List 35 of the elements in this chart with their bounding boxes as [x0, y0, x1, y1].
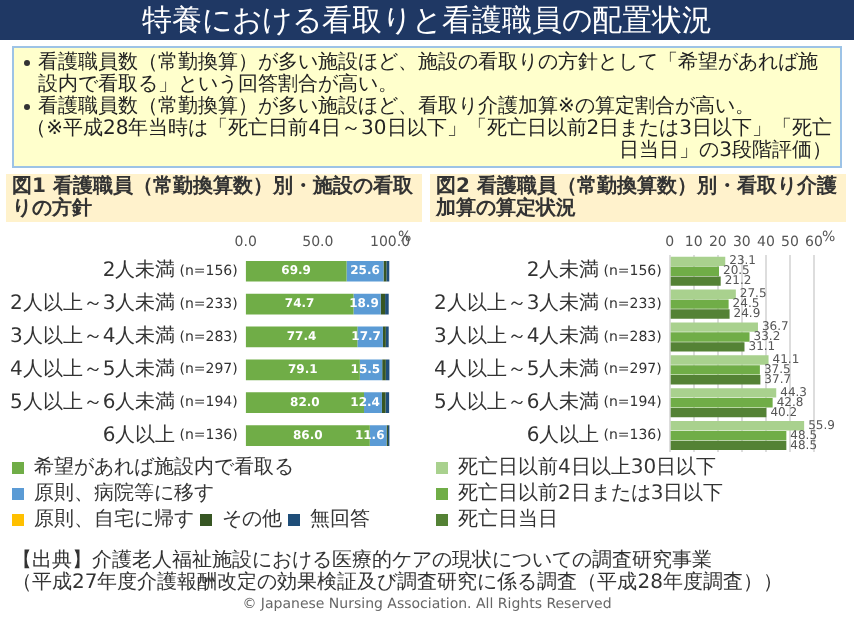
bar [670, 421, 805, 431]
chart-title: 図1 看護職員（常勤換算数）別・施設の看取りの方針 [6, 174, 422, 222]
legend-label: 原則、自宅に帰す [34, 507, 194, 532]
bar [670, 398, 773, 408]
text: （平成27年度介護報酬改定の効果検証及び調査研究に係る調査（平成28年度調査）） [12, 572, 785, 594]
bar [670, 266, 719, 276]
legend-label: 原則、病院等に移す [34, 481, 214, 506]
bar [670, 355, 769, 365]
legend-label: 死亡日以前4日以上30日以下 [458, 455, 717, 480]
text: 【出典】介護老人福祉施設における医療的ケアの現状についての調査研究事業 [12, 550, 712, 572]
legend-label: その他 [222, 507, 282, 532]
bar [670, 342, 745, 352]
legend-label: 無回答 [310, 507, 370, 532]
bar [670, 289, 736, 299]
bar [670, 407, 767, 418]
bar [670, 309, 730, 319]
bar [670, 440, 787, 451]
bar [670, 365, 760, 375]
legend-label: 死亡日以前2日または3日以下 [458, 481, 724, 506]
legend-label: 希望があれば施設内で看取る [34, 455, 294, 480]
text: （※平成28年当時は「死亡日前4日～30日以下」「死亡日以前2日または3日以下」「死亡日当日」の3段階評価） [24, 118, 832, 162]
bar [670, 322, 758, 332]
bar [245, 260, 347, 282]
bar [670, 276, 721, 286]
bar [670, 256, 726, 267]
bar [670, 430, 787, 441]
bar [670, 332, 750, 342]
text: 看護職員数（常勤換算）が多い施設ほど、施設の看取りの方針として「希望があれば施設内で看取る」という回答割合が高い。 [38, 52, 820, 96]
legend-label: 死亡日当日 [458, 507, 558, 532]
bar [670, 375, 761, 385]
chart-title: 図2 看護職員（常勤換算数）別・看取り介護加算の算定状況 [430, 174, 846, 222]
bar [670, 388, 777, 398]
bar [670, 299, 729, 309]
text: 看護職員数（常勤換算）が多い施設ほど、看取り介護加算※の算定割合が高い。 [38, 96, 755, 118]
text: 特養における看取りと看護職員の配置状況 [0, 0, 854, 40]
